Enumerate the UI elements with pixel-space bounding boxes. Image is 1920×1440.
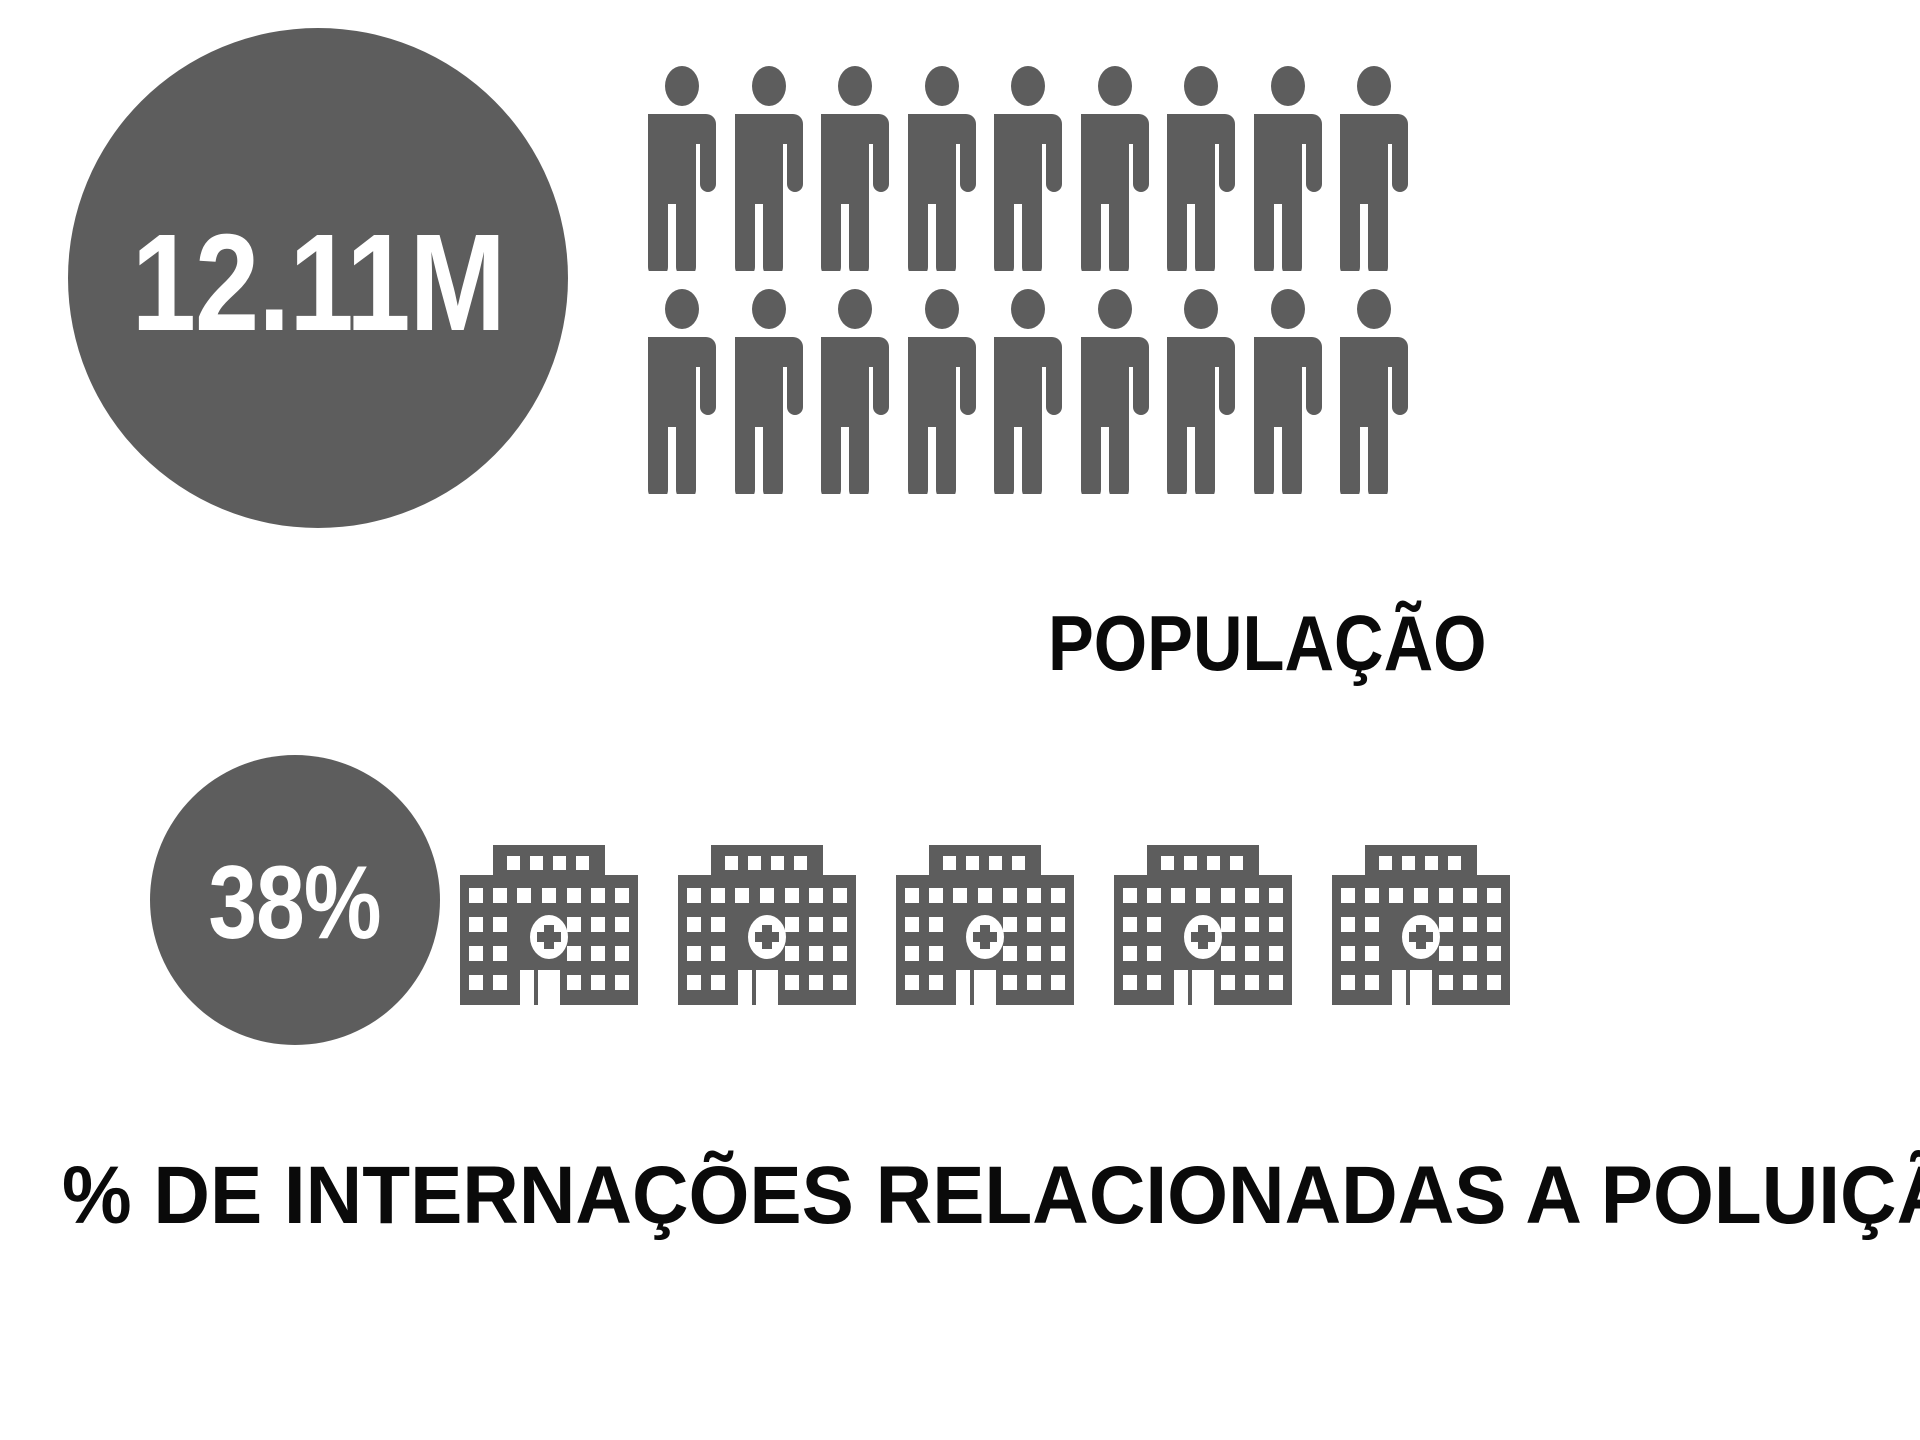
population-stat-circle: 12.11M xyxy=(68,28,568,528)
hospital-building-icon xyxy=(896,845,1074,1005)
person-pictogram-icon xyxy=(994,66,1062,271)
person-pictogram-icon xyxy=(994,289,1062,494)
population-stat-value: 12.11M xyxy=(131,206,505,360)
hospital-building-icon xyxy=(460,845,638,1005)
person-pictogram-icon xyxy=(1167,289,1235,494)
population-caption: POPULAÇÃO xyxy=(1048,599,1487,687)
hospitalization-stat-value: 38% xyxy=(208,845,382,961)
person-pictogram-icon xyxy=(648,66,716,271)
person-pictogram-icon xyxy=(821,289,889,494)
hospital-cross-icon xyxy=(973,925,997,949)
person-pictogram-icon xyxy=(1253,66,1322,271)
hospitalization-caption: % DE INTERNAÇÕES RELACIONADAS A POLUIÇÃO xyxy=(62,1150,1920,1241)
hospital-cross-icon xyxy=(755,925,779,949)
population-pictogram-grid xyxy=(648,66,1438,494)
population-pictogram-row xyxy=(648,289,1438,494)
person-pictogram-icon xyxy=(1080,66,1149,271)
person-pictogram-icon xyxy=(648,289,716,494)
person-pictogram-icon xyxy=(734,289,803,494)
person-pictogram-icon xyxy=(1167,66,1235,271)
hospital-building-icon xyxy=(1332,845,1510,1005)
hospital-cross-icon xyxy=(1191,925,1215,949)
population-pictogram-row xyxy=(648,66,1438,271)
hospital-building-icon xyxy=(1114,845,1292,1005)
person-pictogram-icon xyxy=(907,289,976,494)
hospital-cross-icon xyxy=(537,925,561,949)
person-pictogram-icon xyxy=(734,66,803,271)
hospitalization-stat-circle: 38% xyxy=(150,755,440,1045)
person-pictogram-icon xyxy=(1080,289,1149,494)
person-pictogram-icon xyxy=(1340,289,1408,494)
person-pictogram-icon xyxy=(821,66,889,271)
hospital-building-icon xyxy=(678,845,856,1005)
person-pictogram-icon xyxy=(907,66,976,271)
person-pictogram-icon xyxy=(1340,66,1408,271)
hospital-cross-icon xyxy=(1409,925,1433,949)
person-pictogram-icon xyxy=(1253,289,1322,494)
hospital-pictogram-row xyxy=(460,845,1510,1005)
